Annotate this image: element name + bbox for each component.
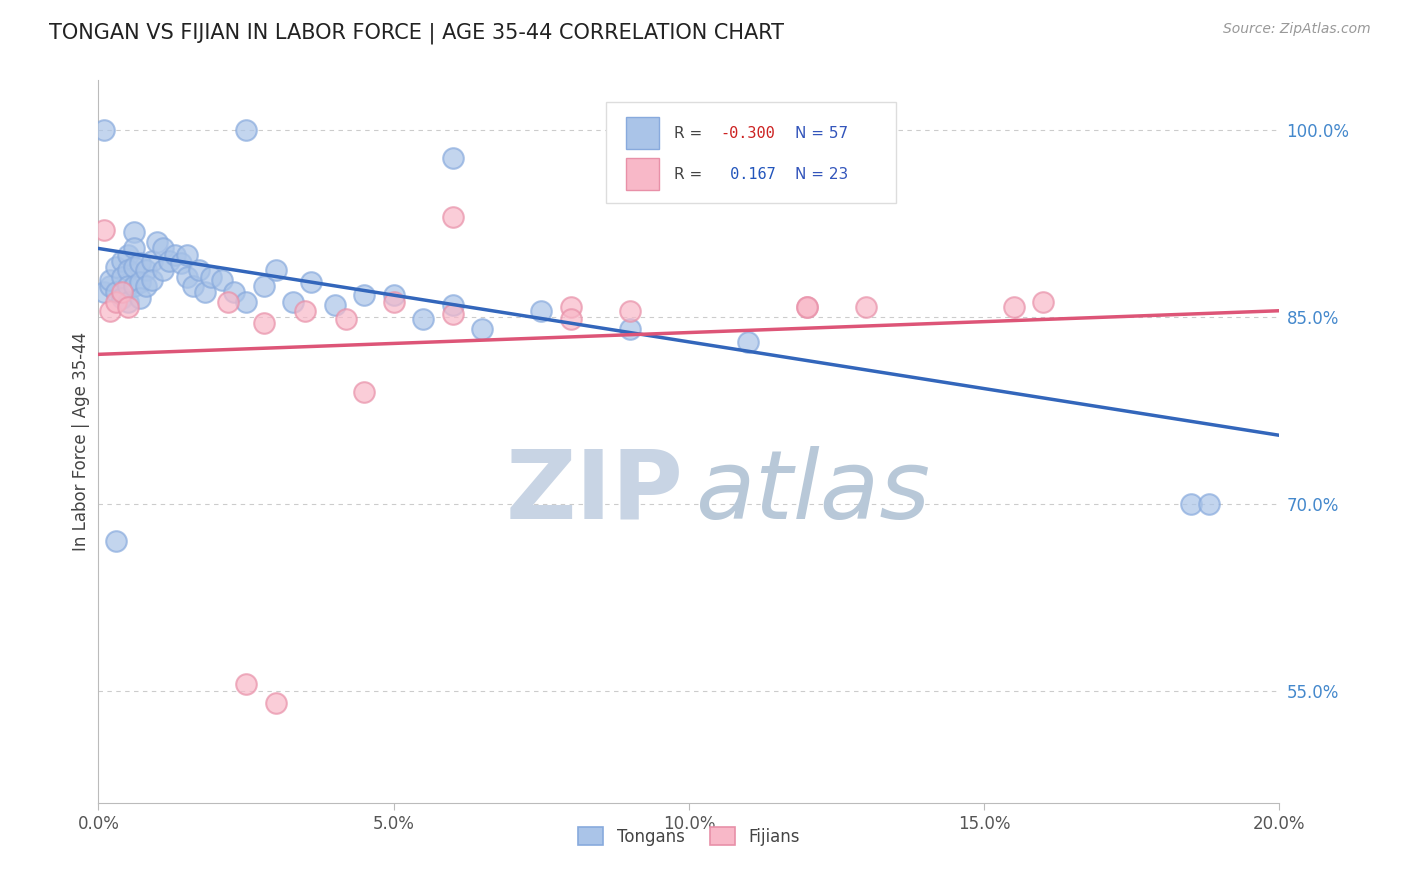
Point [855, 300, 877, 314]
Y-axis label: In Labor Force | Age 35-44: In Labor Force | Age 35-44 [72, 332, 90, 551]
Text: atlas: atlas [695, 446, 929, 539]
Point [796, 300, 818, 314]
Point [235, 677, 257, 691]
Point [194, 285, 217, 299]
Point [1002, 300, 1025, 314]
Point [1198, 497, 1220, 511]
Point [111, 254, 134, 268]
Point [111, 270, 134, 285]
Point [117, 262, 139, 277]
Point [176, 248, 198, 262]
Text: R =: R = [673, 167, 707, 182]
Point [264, 262, 287, 277]
Point [235, 295, 257, 310]
Text: N = 57: N = 57 [796, 126, 848, 141]
Point [253, 278, 276, 293]
Point [105, 295, 128, 310]
Point [181, 278, 204, 293]
Point [111, 285, 134, 299]
Text: Source: ZipAtlas.com: Source: ZipAtlas.com [1223, 22, 1371, 37]
Point [560, 300, 582, 314]
Point [353, 287, 375, 301]
Point [111, 291, 134, 305]
Point [157, 254, 180, 268]
Text: 0.167: 0.167 [721, 167, 776, 182]
Text: R =: R = [673, 126, 707, 141]
FancyBboxPatch shape [606, 102, 896, 203]
Point [176, 270, 198, 285]
Point [737, 334, 759, 349]
Text: N = 23: N = 23 [796, 167, 848, 182]
Point [152, 262, 174, 277]
Point [530, 303, 553, 318]
Point [441, 297, 464, 311]
Point [122, 278, 145, 293]
Point [152, 242, 174, 256]
Point [128, 256, 150, 270]
Point [619, 322, 641, 336]
Legend: Tongans, Fijians: Tongans, Fijians [572, 821, 806, 852]
Point [560, 312, 582, 326]
Point [323, 297, 346, 311]
Point [105, 260, 128, 274]
Point [412, 312, 434, 326]
Point [471, 322, 494, 336]
Point [353, 384, 375, 399]
Bar [626, 158, 659, 191]
Point [128, 275, 150, 289]
Point [128, 291, 150, 305]
Point [211, 272, 233, 286]
Point [93, 223, 115, 237]
Point [165, 248, 187, 262]
Point [1180, 497, 1202, 511]
Point [619, 303, 641, 318]
Point [187, 262, 209, 277]
Point [253, 316, 276, 330]
Point [117, 295, 139, 310]
Point [441, 308, 464, 322]
Point [117, 248, 139, 262]
Point [382, 295, 405, 310]
Point [105, 285, 128, 299]
Point [146, 235, 169, 250]
Text: TONGAN VS FIJIAN IN LABOR FORCE | AGE 35-44 CORRELATION CHART: TONGAN VS FIJIAN IN LABOR FORCE | AGE 35… [49, 22, 785, 44]
Point [93, 123, 115, 137]
Point [441, 151, 464, 165]
Point [294, 303, 316, 318]
Point [441, 211, 464, 225]
Point [135, 278, 157, 293]
Point [217, 295, 239, 310]
Point [299, 275, 322, 289]
Point [135, 262, 157, 277]
Point [796, 300, 818, 314]
Point [200, 270, 222, 285]
Point [1032, 295, 1054, 310]
Point [117, 278, 139, 293]
Point [224, 285, 246, 299]
Point [98, 272, 121, 286]
Point [105, 534, 128, 549]
Point [141, 272, 163, 286]
Point [283, 295, 305, 310]
Text: -0.300: -0.300 [721, 126, 776, 141]
Bar [626, 117, 659, 149]
Point [235, 123, 257, 137]
Point [98, 303, 121, 318]
Point [122, 225, 145, 239]
Point [335, 312, 357, 326]
Point [264, 696, 287, 710]
Point [93, 285, 115, 299]
Text: ZIP: ZIP [505, 446, 683, 539]
Point [141, 254, 163, 268]
Point [122, 260, 145, 274]
Point [122, 242, 145, 256]
Point [98, 278, 121, 293]
Point [382, 287, 405, 301]
Point [117, 300, 139, 314]
Point [170, 256, 193, 270]
